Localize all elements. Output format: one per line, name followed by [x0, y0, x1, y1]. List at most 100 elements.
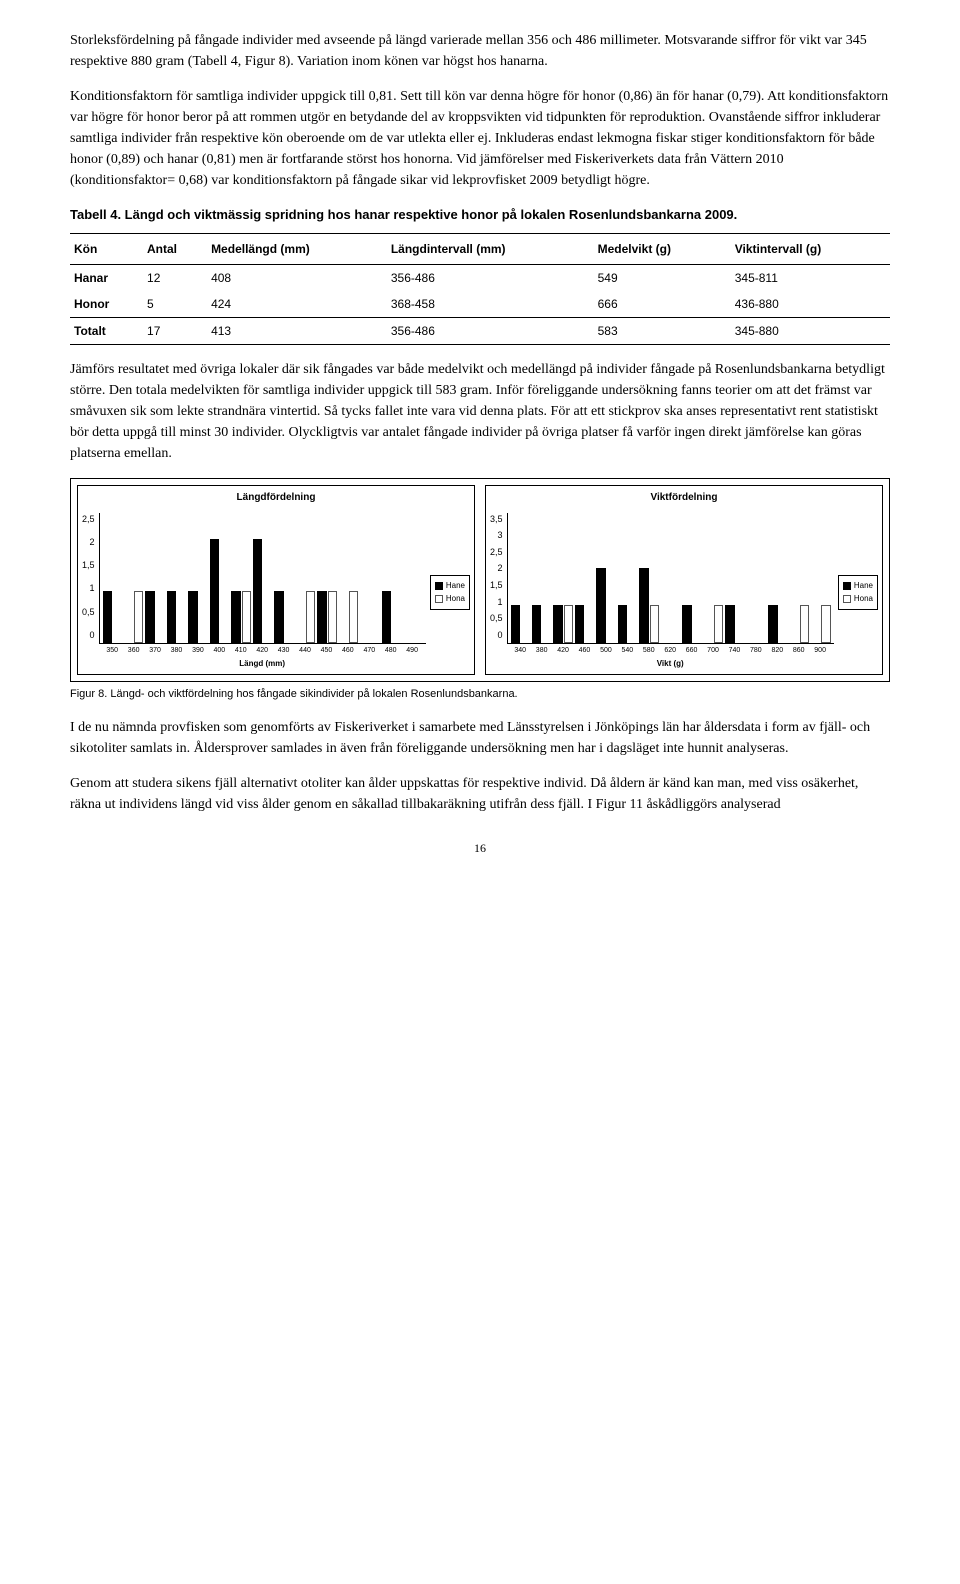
- x-tick-label: 390: [187, 646, 208, 657]
- table-cell: 345-880: [731, 317, 890, 344]
- y-tick-label: 1,5: [82, 559, 95, 573]
- bar-hona: [800, 605, 809, 642]
- bar-group: [403, 513, 422, 643]
- x-tick-label: 340: [510, 646, 531, 657]
- x-tick-label: 380: [531, 646, 552, 657]
- table-cell: 583: [594, 317, 731, 344]
- x-axis-label: Längd (mm): [99, 656, 426, 672]
- bar-hona: [242, 591, 251, 643]
- bar-group: [725, 513, 744, 643]
- bar-hane: [188, 591, 197, 643]
- paragraph: Konditionsfaktorn för samtliga individer…: [70, 86, 890, 191]
- bar-group: [124, 513, 143, 643]
- x-axis: 3503603703803904004104204304404504604704…: [99, 644, 426, 657]
- legend-hona-swatch: [435, 595, 443, 603]
- bar-group: [768, 513, 787, 643]
- bar-hane: [511, 605, 520, 642]
- bar-group: [747, 513, 766, 643]
- bar-group: [511, 513, 530, 643]
- bar-group: [553, 513, 572, 643]
- length-chart-panel: Längdfördelning 2,521,510,50 35036037038…: [77, 485, 475, 676]
- table-header-row: KönAntalMedellängd (mm)Längdintervall (m…: [70, 233, 890, 264]
- legend-hona-swatch: [843, 595, 851, 603]
- y-tick-label: 2,5: [82, 513, 95, 527]
- y-tick-label: 0: [90, 629, 95, 643]
- bar-group: [382, 513, 401, 643]
- bar-hane: [167, 591, 176, 643]
- table-cell: Totalt: [70, 317, 143, 344]
- bar-hane: [532, 605, 541, 642]
- y-tick-label: 1: [498, 596, 503, 610]
- chart-title: Längdfördelning: [78, 486, 474, 509]
- bar-group: [274, 513, 293, 643]
- bar-hane: [253, 539, 262, 643]
- bar-hane: [768, 605, 777, 642]
- weight-chart-panel: Viktfördelning 3,532,521,510,50 34038042…: [485, 485, 883, 676]
- table-cell: 345-811: [731, 264, 890, 291]
- bar-hane: [618, 605, 627, 642]
- table-cell: 368-458: [387, 291, 594, 318]
- x-tick-label: 490: [401, 646, 422, 657]
- chart-title: Viktfördelning: [486, 486, 882, 509]
- x-tick-label: 660: [681, 646, 702, 657]
- y-tick-label: 2: [498, 562, 503, 576]
- x-tick-label: 370: [144, 646, 165, 657]
- x-tick-label: 460: [574, 646, 595, 657]
- y-tick-label: 3,5: [490, 513, 503, 527]
- bar-hona: [714, 605, 723, 642]
- bar-hane: [231, 591, 240, 643]
- legend-hane-label: Hane: [854, 580, 873, 592]
- table-cell: 424: [207, 291, 387, 318]
- bar-hane: [639, 568, 648, 642]
- chart-legend: Hane Hona: [838, 575, 878, 610]
- legend-hane-swatch: [435, 582, 443, 590]
- table-cell: Honor: [70, 291, 143, 318]
- x-tick-label: 350: [102, 646, 123, 657]
- bar-hane: [575, 605, 584, 642]
- table-4: KönAntalMedellängd (mm)Längdintervall (m…: [70, 233, 890, 345]
- bar-hane: [553, 605, 562, 642]
- x-tick-label: 740: [724, 646, 745, 657]
- table-column-header: Medellängd (mm): [207, 233, 387, 264]
- bar-hane: [145, 591, 154, 643]
- bar-group: [231, 513, 250, 643]
- y-tick-label: 0,5: [82, 606, 95, 620]
- x-tick-label: 480: [380, 646, 401, 657]
- bar-group: [618, 513, 637, 643]
- bar-hona: [306, 591, 315, 643]
- table-row: Honor5424368-458666436-880: [70, 291, 890, 318]
- x-tick-label: 420: [552, 646, 573, 657]
- paragraph: Jämförs resultatet med övriga lokaler dä…: [70, 359, 890, 464]
- table-column-header: Kön: [70, 233, 143, 264]
- y-tick-label: 3: [498, 529, 503, 543]
- x-tick-label: 700: [702, 646, 723, 657]
- bar-group: [188, 513, 207, 643]
- table-row: Totalt17413356-486583345-880: [70, 317, 890, 344]
- bar-group: [790, 513, 809, 643]
- legend-hona-label: Hona: [446, 593, 465, 605]
- bar-group: [704, 513, 723, 643]
- legend-hane-swatch: [843, 582, 851, 590]
- y-tick-label: 0,5: [490, 612, 503, 626]
- table-4-caption: Tabell 4. Längd och viktmässig spridning…: [70, 205, 890, 225]
- paragraph: Storleksfördelning på fångade individer …: [70, 30, 890, 72]
- table-cell: 408: [207, 264, 387, 291]
- x-tick-label: 460: [337, 646, 358, 657]
- bar-group: [596, 513, 615, 643]
- table-cell: 17: [143, 317, 207, 344]
- x-tick-label: 440: [294, 646, 315, 657]
- bar-hane: [682, 605, 691, 642]
- bar-group: [167, 513, 186, 643]
- bar-hona: [328, 591, 337, 643]
- y-tick-label: 1,5: [490, 579, 503, 593]
- bar-hane: [274, 591, 283, 643]
- table-cell: 12: [143, 264, 207, 291]
- table-cell: 5: [143, 291, 207, 318]
- y-tick-label: 0: [498, 629, 503, 643]
- table-cell: 666: [594, 291, 731, 318]
- x-axis-label: Vikt (g): [507, 656, 834, 672]
- bar-group: [103, 513, 122, 643]
- y-tick-label: 2: [90, 536, 95, 550]
- bar-group: [145, 513, 164, 643]
- bar-hane: [382, 591, 391, 643]
